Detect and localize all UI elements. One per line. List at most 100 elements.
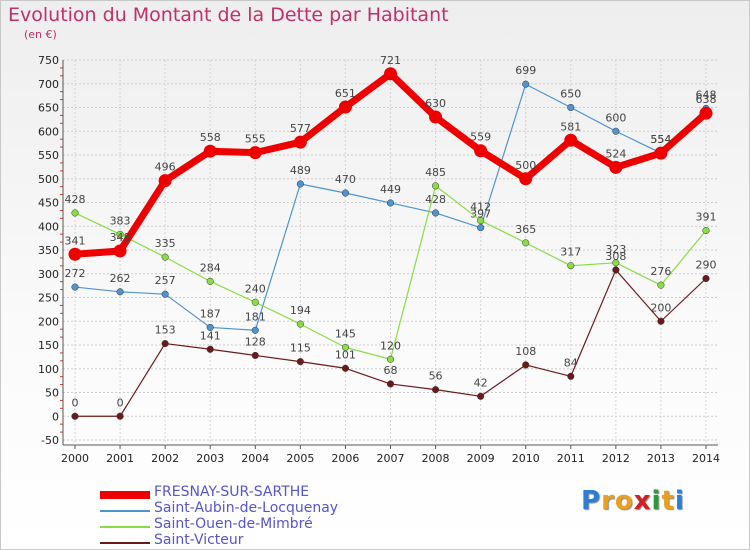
data-label: 449: [380, 183, 401, 196]
y-tick-label: 200: [38, 315, 59, 328]
data-point: [116, 230, 124, 238]
legend-label: Saint-Ouen-de-Mimbré: [154, 516, 313, 532]
data-point: [203, 144, 217, 158]
x-tick-label: 2002: [151, 452, 179, 465]
data-point: [296, 180, 304, 188]
data-point: [296, 320, 304, 328]
data-point: [113, 244, 127, 258]
logo-letter: o: [614, 486, 634, 516]
data-label: 128: [245, 335, 266, 348]
data-point: [474, 144, 488, 158]
data-label: 68: [384, 364, 398, 377]
data-point: [522, 361, 530, 369]
data-point: [567, 372, 575, 380]
data-point: [386, 199, 395, 207]
data-point: [519, 172, 533, 186]
data-label: 600: [605, 111, 626, 124]
y-tick-label: 600: [38, 125, 59, 138]
y-tick-label: 100: [38, 363, 59, 376]
data-label: 0: [72, 396, 79, 409]
data-label: 721: [380, 54, 401, 67]
y-tick-label: 0: [52, 410, 59, 423]
data-point: [612, 259, 620, 267]
data-point: [71, 283, 79, 291]
data-label: 284: [200, 261, 221, 274]
data-point: [567, 103, 575, 112]
data-point: [477, 224, 485, 232]
legend-swatch: [100, 510, 150, 512]
data-label: 559: [470, 131, 491, 144]
data-point: [657, 281, 665, 289]
data-label: 489: [290, 164, 311, 177]
data-point: [338, 100, 352, 114]
line-chart: -50 0 50 100 150 200 250 300 350 400 450 500 550 600 6…: [38, 54, 720, 465]
y-tick-label: 750: [38, 54, 59, 67]
data-point: [161, 290, 169, 298]
data-label: 555: [245, 133, 266, 146]
data-point: [251, 326, 259, 334]
data-label: 524: [605, 147, 626, 160]
data-point: [564, 133, 578, 147]
data-label: 56: [429, 370, 443, 383]
y-tick-label: 400: [38, 220, 59, 233]
data-label: 391: [696, 211, 717, 224]
data-point: [251, 298, 259, 306]
legend-label: Saint-Victeur: [154, 532, 244, 548]
data-label: 0: [117, 396, 124, 409]
data-label: 187: [200, 307, 221, 320]
y-tick-label: 450: [38, 197, 59, 210]
data-label: 412: [470, 201, 491, 214]
x-tick-label: 2011: [557, 452, 585, 465]
data-label: 581: [560, 120, 581, 133]
data-point: [116, 412, 124, 420]
y-tick-label: 700: [38, 78, 59, 91]
data-label: 272: [65, 267, 86, 280]
x-tick-label: 2003: [196, 452, 224, 465]
data-label: 496: [155, 161, 176, 174]
y-tick-label: 350: [38, 244, 59, 257]
data-label: 650: [560, 88, 581, 101]
data-label: 308: [605, 250, 626, 263]
y-tick-label: 500: [38, 173, 59, 186]
data-point: [341, 364, 349, 372]
y-tick-label: 250: [38, 292, 59, 305]
data-point: [699, 106, 713, 120]
data-point: [71, 209, 79, 217]
data-point: [158, 174, 172, 188]
data-point: [296, 358, 304, 366]
data-label: 101: [335, 348, 356, 361]
data-point: [161, 253, 169, 261]
x-tick-label: 2012: [602, 452, 630, 465]
data-point: [248, 146, 262, 160]
legend-swatch: [100, 491, 150, 499]
proxiti-logo: Proxiti: [581, 486, 685, 516]
data-label: 153: [155, 324, 176, 337]
data-label: 181: [245, 310, 266, 323]
data-point: [386, 355, 395, 363]
data-label: 317: [560, 246, 581, 259]
data-point: [341, 343, 349, 351]
data-point: [609, 160, 623, 174]
data-label: 200: [650, 301, 671, 314]
y-tick-label: 550: [38, 149, 59, 162]
data-point: [161, 340, 169, 348]
y-tick-label: 650: [38, 102, 59, 115]
x-tick-label: 2010: [512, 452, 540, 465]
data-point: [206, 345, 214, 353]
data-label: 554: [650, 133, 671, 146]
data-label: 262: [110, 272, 131, 285]
data-label: 554: [650, 133, 671, 146]
data-label: 428: [65, 193, 86, 206]
data-label: 383: [110, 214, 131, 227]
x-tick-label: 2005: [286, 452, 314, 465]
data-label: 115: [290, 342, 311, 355]
legend-label: FRESNAY-SUR-SARTHE: [154, 484, 310, 500]
data-point: [206, 323, 214, 331]
x-tick-label: 2006: [331, 452, 359, 465]
data-label: 485: [425, 166, 446, 179]
data-point: [116, 288, 124, 296]
data-point: [293, 135, 307, 149]
data-label: 651: [335, 87, 356, 100]
x-tick-label: 2000: [61, 452, 89, 465]
logo-letter: P: [581, 486, 602, 516]
